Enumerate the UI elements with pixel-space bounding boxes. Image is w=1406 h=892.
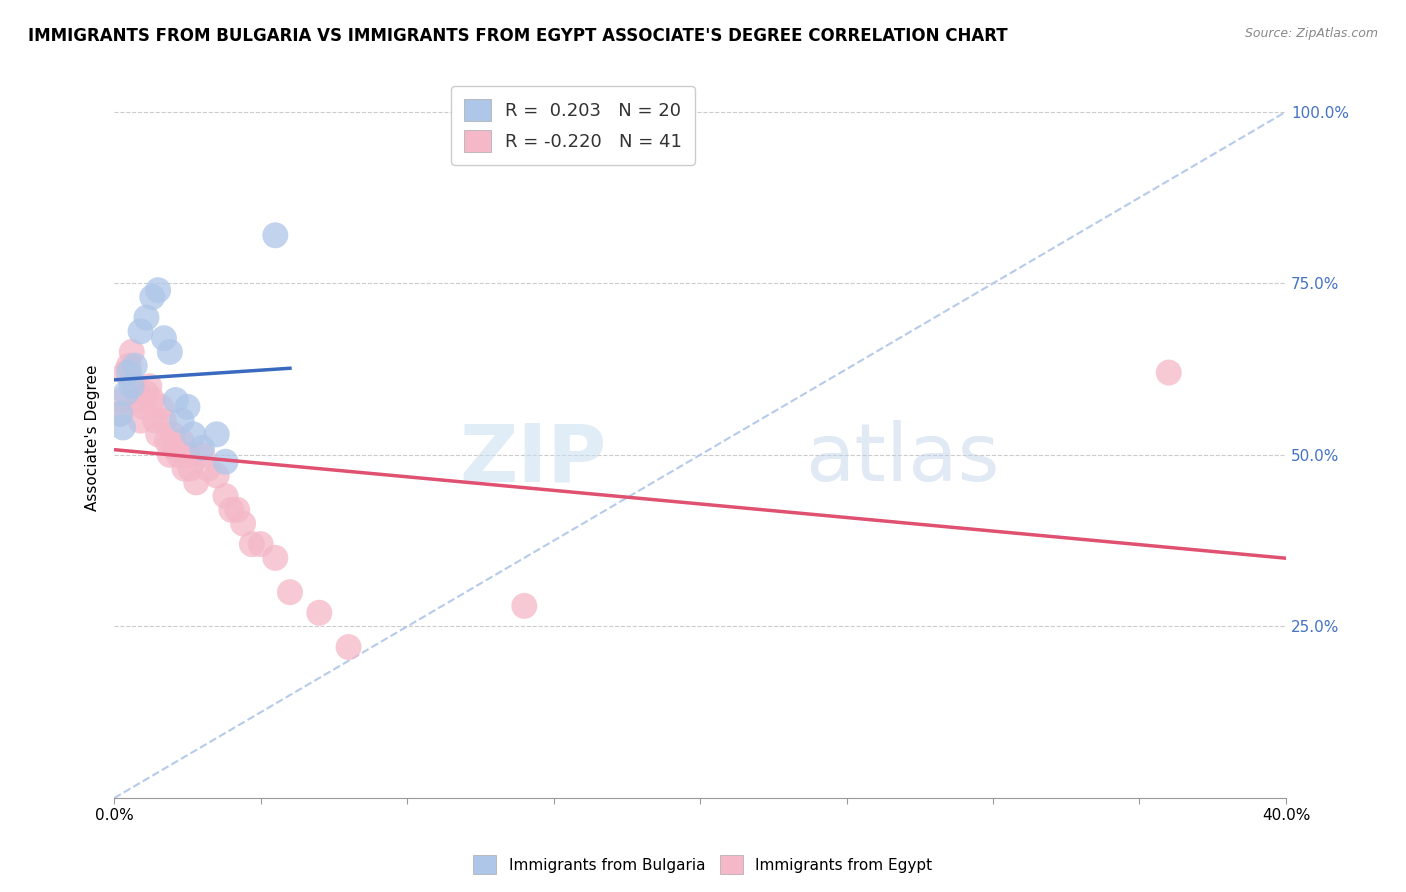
Point	[129, 414, 152, 428]
Legend: Immigrants from Bulgaria, Immigrants from Egypt: Immigrants from Bulgaria, Immigrants fro…	[467, 849, 939, 880]
Point	[191, 448, 214, 462]
Point	[146, 283, 169, 297]
Point	[249, 537, 271, 551]
Text: atlas: atlas	[806, 420, 1000, 499]
Point	[176, 400, 198, 414]
Point	[214, 489, 236, 503]
Point	[121, 345, 143, 359]
Point	[186, 475, 208, 490]
Point	[165, 441, 187, 455]
Point	[138, 379, 160, 393]
Point	[115, 366, 138, 380]
Point	[121, 379, 143, 393]
Point	[170, 414, 193, 428]
Point	[191, 441, 214, 455]
Point	[214, 455, 236, 469]
Point	[240, 537, 263, 551]
Point	[129, 324, 152, 338]
Point	[141, 392, 163, 407]
Point	[118, 359, 141, 373]
Text: Source: ZipAtlas.com: Source: ZipAtlas.com	[1244, 27, 1378, 40]
Point	[115, 386, 138, 401]
Point	[278, 585, 301, 599]
Point	[108, 407, 131, 421]
Point	[264, 550, 287, 565]
Y-axis label: Associate's Degree: Associate's Degree	[86, 365, 100, 511]
Text: ZIP: ZIP	[460, 420, 606, 499]
Point	[111, 420, 134, 434]
Point	[143, 414, 166, 428]
Point	[153, 414, 176, 428]
Point	[226, 503, 249, 517]
Point	[221, 503, 243, 517]
Point	[176, 448, 198, 462]
Point	[141, 290, 163, 304]
Point	[108, 407, 131, 421]
Text: IMMIGRANTS FROM BULGARIA VS IMMIGRANTS FROM EGYPT ASSOCIATE'S DEGREE CORRELATION: IMMIGRANTS FROM BULGARIA VS IMMIGRANTS F…	[28, 27, 1008, 45]
Point	[337, 640, 360, 654]
Point	[170, 434, 193, 449]
Point	[162, 427, 184, 442]
Point	[153, 331, 176, 345]
Point	[124, 379, 146, 393]
Point	[308, 606, 330, 620]
Point	[118, 366, 141, 380]
Point	[156, 434, 179, 449]
Point	[264, 228, 287, 243]
Point	[205, 468, 228, 483]
Point	[179, 461, 201, 475]
Point	[173, 461, 195, 475]
Point	[127, 392, 149, 407]
Point	[165, 392, 187, 407]
Point	[181, 427, 204, 442]
Point	[146, 427, 169, 442]
Point	[232, 516, 254, 531]
Point	[167, 448, 190, 462]
Point	[135, 386, 157, 401]
Point	[1157, 366, 1180, 380]
Point	[124, 359, 146, 373]
Legend: R =  0.203   N = 20, R = -0.220   N = 41: R = 0.203 N = 20, R = -0.220 N = 41	[451, 87, 695, 165]
Point	[135, 310, 157, 325]
Point	[197, 461, 219, 475]
Point	[159, 448, 181, 462]
Point	[513, 599, 536, 613]
Point	[150, 400, 173, 414]
Point	[132, 400, 155, 414]
Point	[205, 427, 228, 442]
Point	[111, 392, 134, 407]
Point	[159, 345, 181, 359]
